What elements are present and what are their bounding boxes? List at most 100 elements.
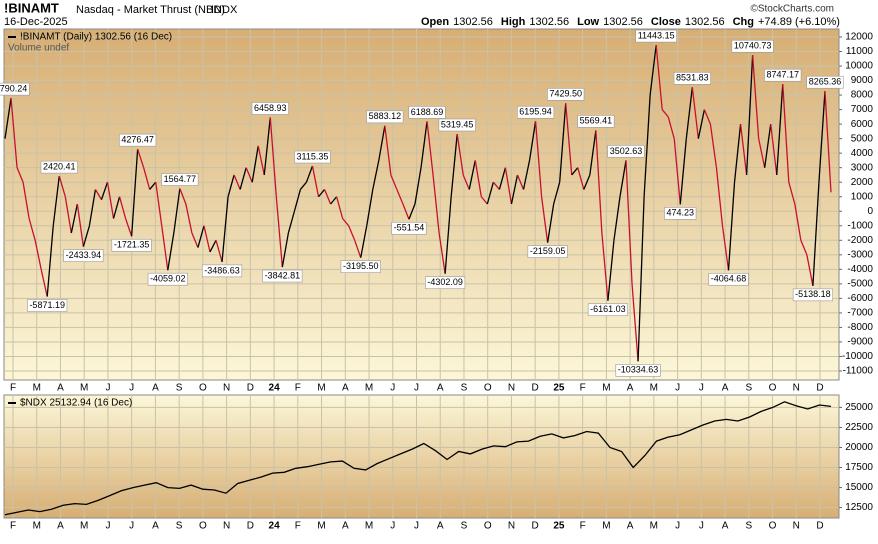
line-segment	[408, 203, 416, 220]
x-tick-label: D	[532, 383, 539, 394]
x-tick-label: O	[769, 383, 777, 394]
x-tick-label: D	[816, 383, 823, 394]
line-segment	[824, 91, 832, 193]
line-segment	[360, 225, 368, 258]
line-segment	[124, 218, 133, 237]
x-tick-label: O	[484, 521, 492, 532]
line-segment	[679, 138, 687, 205]
x-tick-label: S	[176, 383, 183, 394]
line-segment	[149, 181, 157, 190]
x-tick-label: N	[793, 383, 800, 394]
peak-label-box	[201, 264, 243, 278]
line-segment	[28, 218, 36, 241]
x-tick-label: N	[508, 383, 515, 394]
line-segment	[239, 167, 247, 190]
quote-value: 1302.56	[603, 16, 643, 28]
peak-label-box	[408, 106, 446, 119]
line-segment	[462, 174, 470, 190]
line-segment	[812, 182, 820, 286]
peak-label: 6195.94	[519, 107, 552, 117]
x-tick-label: S	[461, 521, 468, 532]
line-segment	[709, 124, 718, 168]
line-segment	[739, 124, 748, 176]
x-tick-label: O	[484, 383, 492, 394]
x-tick-label: N	[223, 521, 230, 532]
x-tick-label: A	[342, 521, 349, 532]
line-segment	[46, 225, 54, 297]
peak-label: -4302.09	[427, 277, 463, 287]
line-segment	[179, 188, 187, 205]
x-tick-label: J	[675, 383, 680, 394]
peak-label-box	[516, 105, 555, 119]
line-segment	[106, 182, 115, 219]
peak-label-box	[587, 303, 628, 317]
y-tick-label: 4000	[851, 148, 874, 159]
line-segment	[155, 182, 163, 226]
x-tick-label: J	[699, 383, 704, 394]
y-tick-label: 7000	[851, 104, 874, 115]
peak-label-box	[615, 364, 661, 377]
line-segment	[661, 109, 669, 118]
y-tick-label: 5000	[851, 133, 874, 144]
peak-label-box	[294, 150, 331, 164]
peak-label: 3115.35	[297, 151, 329, 161]
line-segment	[480, 196, 488, 205]
line-segment	[100, 181, 109, 200]
line-segment	[137, 148, 145, 168]
line-segment	[510, 174, 519, 205]
line-segment	[565, 103, 573, 176]
quote-label: Low	[577, 16, 599, 28]
y-tick-label: 0	[867, 206, 873, 217]
legend-label: $NDX 25132.94 (16 Dec)	[20, 398, 132, 409]
line-segment	[432, 174, 440, 234]
peak-label-box	[635, 29, 677, 43]
line-segment	[534, 121, 543, 197]
y-tick-label: -11000	[843, 366, 874, 377]
line-segment	[70, 203, 78, 234]
line-segment	[348, 225, 356, 241]
x-tick-label: A	[152, 383, 159, 394]
line-segment	[396, 189, 404, 205]
line-segment	[426, 121, 434, 176]
line-segment	[546, 203, 555, 243]
peak-label: -2433.94	[66, 250, 102, 260]
date: 16-Dec-2025	[4, 16, 68, 28]
line-segment	[468, 160, 476, 190]
line-segment	[492, 181, 500, 190]
peak-label: -3195.50	[343, 261, 379, 271]
x-tick-label: 24	[269, 521, 281, 532]
peak-label-box	[792, 288, 833, 302]
x-tick-label: A	[342, 383, 349, 394]
x-tick-label: O	[199, 383, 207, 394]
line-segment	[16, 167, 24, 183]
x-tick-label: J	[105, 383, 110, 394]
x-tick-label: M	[317, 383, 325, 394]
line-segment	[818, 91, 826, 183]
legend-label: !BINAMT (Daily) 1302.56 (16 Dec)	[20, 32, 172, 43]
y-tick-label: 20000	[845, 442, 873, 453]
x-tick-label: A	[627, 383, 634, 394]
line-segment	[697, 109, 706, 139]
line-segment	[221, 196, 229, 262]
line-segment	[643, 95, 651, 197]
line-segment	[528, 121, 537, 161]
peak-label-box	[40, 160, 78, 174]
line-segment	[130, 149, 139, 237]
line-segment	[553, 182, 561, 205]
peak-label: 1564.77	[164, 174, 197, 184]
line-segment	[691, 87, 700, 139]
line-segment	[758, 138, 766, 168]
line-segment	[323, 189, 332, 205]
line-segment	[438, 232, 446, 274]
x-tick-label: J	[390, 383, 395, 394]
line-segment	[420, 121, 428, 168]
x-tick-label: A	[437, 521, 444, 532]
x-tick-label: M	[602, 383, 610, 394]
y-tick-label: 10000	[845, 61, 873, 72]
y-tick-label: -8000	[847, 322, 873, 333]
line-segment	[649, 44, 657, 96]
line-segment	[655, 45, 663, 110]
x-tick-label: M	[80, 521, 88, 532]
x-tick-label: M	[365, 521, 373, 532]
line-segment	[167, 232, 175, 271]
